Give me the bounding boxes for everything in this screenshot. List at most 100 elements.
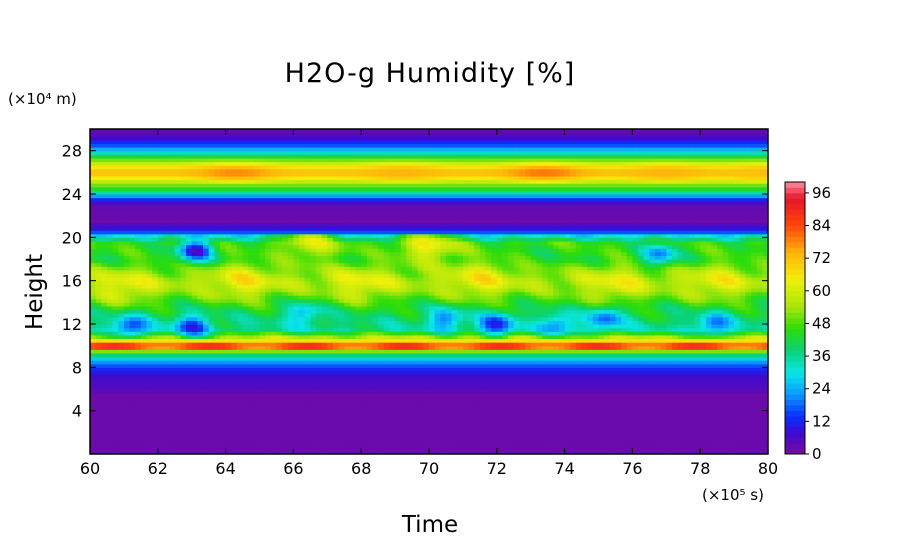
heat-cell xyxy=(361,410,368,415)
heat-cell xyxy=(276,349,283,354)
heat-cell xyxy=(344,374,351,379)
heat-cell xyxy=(395,367,402,372)
heat-cell xyxy=(705,432,713,437)
heat-cell xyxy=(191,313,198,318)
heat-cell xyxy=(587,399,594,405)
heat-cell xyxy=(163,367,170,372)
heat-cell xyxy=(502,327,509,332)
heat-cell xyxy=(688,392,696,397)
heat-cell xyxy=(276,309,283,314)
heat-cell xyxy=(660,446,667,451)
heat-cell xyxy=(677,439,684,444)
heat-cell xyxy=(762,374,768,379)
heat-cell xyxy=(321,331,328,336)
heat-cell xyxy=(299,370,306,376)
heat-cell xyxy=(219,302,227,307)
heat-cell xyxy=(462,403,470,408)
heat-cell xyxy=(530,349,537,354)
heat-cell xyxy=(231,450,238,454)
heat-cell xyxy=(609,334,617,340)
heat-cell xyxy=(474,367,481,372)
heat-cell xyxy=(406,443,413,448)
heat-cell xyxy=(649,360,656,365)
heat-cell xyxy=(400,435,407,441)
heat-cell xyxy=(728,450,735,454)
heat-cell xyxy=(530,385,537,390)
heat-cell xyxy=(751,450,758,454)
heat-cell xyxy=(609,313,617,318)
heat-cell xyxy=(135,324,142,329)
heat-cell xyxy=(558,349,566,354)
heat-cell xyxy=(208,425,215,430)
heat-cell xyxy=(406,407,413,412)
heat-cell xyxy=(604,421,611,426)
heat-cell xyxy=(304,349,311,354)
heat-cell xyxy=(106,435,114,441)
heat-cell xyxy=(174,421,181,426)
heat-cell xyxy=(276,360,283,365)
heat-cell xyxy=(745,327,752,332)
heat-cell xyxy=(332,334,340,340)
heat-cell xyxy=(558,410,566,415)
heat-cell xyxy=(751,363,758,368)
heat-cell xyxy=(344,363,351,368)
heat-cell xyxy=(316,414,323,419)
heat-cell xyxy=(530,446,537,451)
heat-cell xyxy=(705,327,713,332)
heat-cell xyxy=(705,410,713,415)
heat-cell xyxy=(570,381,577,386)
heat-cell xyxy=(739,385,746,390)
heat-cell xyxy=(157,392,165,397)
heat-cell xyxy=(383,385,391,390)
heat-cell xyxy=(186,356,193,361)
heat-cell xyxy=(112,338,119,343)
heat-cell xyxy=(739,338,746,343)
heat-cell xyxy=(496,425,504,430)
heat-cell xyxy=(203,396,210,401)
heat-cell xyxy=(683,417,690,423)
heat-cell xyxy=(214,425,221,430)
heat-cell xyxy=(440,349,447,354)
heat-cell xyxy=(451,439,458,444)
heat-cell xyxy=(140,309,148,314)
heat-cell xyxy=(242,432,249,437)
heat-cell xyxy=(683,331,690,336)
heat-cell xyxy=(536,367,543,372)
heat-cell xyxy=(191,320,198,325)
heat-cell xyxy=(231,403,238,408)
heat-cell xyxy=(575,414,583,419)
heat-cell xyxy=(152,443,159,448)
heat-cell xyxy=(598,305,605,311)
heat-cell xyxy=(474,421,481,426)
heat-cell xyxy=(739,414,746,419)
heat-cell xyxy=(485,417,492,423)
heat-cell xyxy=(106,331,114,336)
heat-cell xyxy=(592,334,600,340)
heat-cell xyxy=(203,320,210,325)
heat-cell xyxy=(106,352,114,358)
heat-cell xyxy=(502,428,509,433)
heat-cell xyxy=(118,324,125,329)
heat-cell xyxy=(276,370,283,376)
heat-cell xyxy=(547,345,554,350)
heat-cell xyxy=(383,425,391,430)
heat-cell xyxy=(587,349,594,354)
heat-cell xyxy=(101,432,108,437)
heat-cell xyxy=(123,360,131,365)
heat-cell xyxy=(739,305,746,311)
heat-cell xyxy=(180,324,187,329)
heat-cell xyxy=(762,439,768,444)
heat-cell xyxy=(332,385,340,390)
heat-cell xyxy=(734,396,741,401)
heat-cell xyxy=(191,443,198,448)
heat-cell xyxy=(722,435,730,441)
heat-cell xyxy=(728,392,735,397)
heat-cell xyxy=(344,352,351,358)
heat-cell xyxy=(423,381,430,386)
heat-cell xyxy=(705,450,713,454)
heat-cell xyxy=(575,327,583,332)
heat-cell xyxy=(649,396,656,401)
heat-cell xyxy=(542,403,549,408)
heat-cell xyxy=(253,435,261,441)
heat-cell xyxy=(400,370,407,376)
